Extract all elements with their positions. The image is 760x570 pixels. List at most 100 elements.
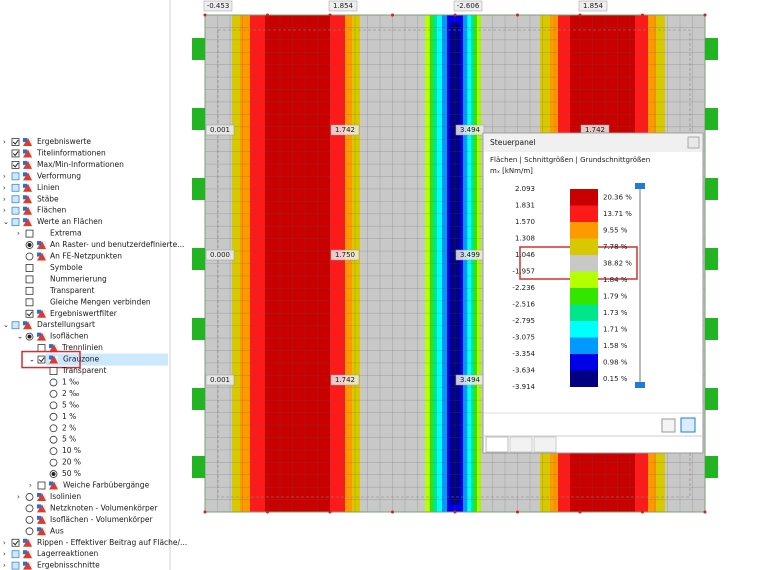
tree-item-label[interactable]: 1 ‰ bbox=[62, 377, 79, 386]
tree-item-label[interactable]: Isoflächen - Volumenkörper bbox=[50, 515, 154, 524]
checkbox[interactable] bbox=[37, 344, 46, 353]
radio[interactable] bbox=[25, 252, 34, 261]
legend-color bbox=[570, 238, 598, 255]
tool-button[interactable] bbox=[680, 417, 696, 433]
checkbox[interactable] bbox=[11, 561, 20, 570]
radio[interactable] bbox=[49, 447, 58, 456]
tree-item-label[interactable]: Lagerreaktionen bbox=[37, 549, 99, 558]
checkbox[interactable] bbox=[37, 481, 46, 490]
tree-item-label[interactable]: An FE-Netzpunkten bbox=[50, 252, 122, 261]
tab[interactable] bbox=[485, 436, 509, 453]
value-label-box bbox=[205, 249, 235, 261]
tree-item-label[interactable]: Isoflächen bbox=[50, 332, 89, 341]
icon bbox=[23, 206, 32, 215]
tree-item-label[interactable]: 2 % bbox=[62, 423, 76, 432]
tab[interactable] bbox=[533, 436, 557, 453]
node bbox=[266, 13, 269, 17]
checkbox[interactable] bbox=[11, 160, 20, 169]
tree-item-label[interactable]: 50 % bbox=[62, 469, 81, 478]
legend-value: -3.914 bbox=[512, 383, 535, 391]
radio[interactable] bbox=[49, 412, 58, 421]
tree-item-label[interactable]: Transparent bbox=[49, 286, 94, 295]
node bbox=[453, 13, 457, 17]
node bbox=[391, 510, 394, 514]
radio[interactable] bbox=[25, 493, 34, 501]
checkbox[interactable] bbox=[25, 229, 34, 238]
tree-item-label[interactable]: 5 ‰ bbox=[62, 400, 79, 409]
tree-item-label[interactable]: Transparent bbox=[61, 366, 106, 375]
radio[interactable] bbox=[49, 378, 58, 387]
tree-item-label[interactable]: Netzknoten - Volumenkörper bbox=[50, 503, 158, 512]
tree-item-label[interactable]: Ergebniswertfilter bbox=[50, 309, 118, 318]
tree-item-label[interactable]: 5 % bbox=[62, 435, 76, 444]
radio[interactable] bbox=[49, 389, 58, 398]
value-label-box bbox=[328, 0, 358, 12]
radio-dot bbox=[27, 243, 32, 248]
radio[interactable] bbox=[25, 527, 34, 536]
legend-value: -1.957 bbox=[512, 268, 535, 276]
checkbox[interactable] bbox=[37, 355, 46, 364]
radio[interactable] bbox=[49, 435, 58, 444]
tree-item-label[interactable]: Darstellungsart bbox=[37, 320, 95, 329]
tree-item-label[interactable]: An Raster- und benutzerdefinierte... bbox=[50, 240, 184, 249]
checkbox[interactable] bbox=[11, 172, 20, 181]
checkbox[interactable] bbox=[11, 538, 20, 547]
tree-item-label[interactable]: Ergebniswerte bbox=[37, 137, 91, 146]
radio[interactable] bbox=[49, 401, 58, 410]
value-label: 1.854 bbox=[333, 2, 354, 10]
checkbox[interactable] bbox=[11, 183, 20, 192]
tree-item-label[interactable]: 20 % bbox=[62, 458, 81, 467]
radio[interactable] bbox=[25, 515, 34, 524]
tree-item-label[interactable]: Grauzone bbox=[63, 355, 100, 364]
checkbox[interactable] bbox=[11, 149, 20, 158]
checkbox[interactable] bbox=[11, 218, 20, 227]
tree-item-label[interactable]: Linien bbox=[37, 183, 60, 192]
contour-band bbox=[232, 15, 240, 512]
tree-item-label[interactable]: Isolinien bbox=[50, 492, 81, 501]
checkbox[interactable] bbox=[11, 138, 20, 146]
contour-band bbox=[471, 15, 474, 512]
slider-thumb[interactable] bbox=[635, 183, 645, 189]
checkbox[interactable] bbox=[11, 195, 20, 204]
tree-item-label[interactable]: Stäbe bbox=[37, 194, 59, 203]
icon bbox=[49, 355, 58, 364]
tree-item-label[interactable]: 1 % bbox=[62, 412, 76, 421]
tree-item-label[interactable]: 2 ‰ bbox=[62, 389, 79, 398]
checkbox[interactable] bbox=[25, 275, 34, 284]
tree-item-label[interactable]: Aus bbox=[50, 526, 64, 535]
contour-band bbox=[330, 15, 345, 512]
tree-item-label[interactable]: Ergebnisschnitte bbox=[37, 561, 100, 570]
icon bbox=[23, 172, 32, 181]
tree-item-label[interactable]: Gleiche Mengen verbinden bbox=[50, 297, 151, 306]
radio[interactable] bbox=[25, 504, 34, 513]
radio[interactable] bbox=[49, 424, 58, 433]
tab[interactable] bbox=[509, 436, 533, 453]
radio[interactable] bbox=[49, 458, 58, 467]
tree-item-label[interactable]: Extrema bbox=[50, 229, 82, 238]
checkbox[interactable] bbox=[25, 264, 34, 272]
tree-item-label[interactable]: Weiche Farbübergänge bbox=[63, 481, 150, 490]
checkbox[interactable] bbox=[11, 321, 20, 330]
tree-item-label[interactable]: Flächen bbox=[37, 206, 66, 215]
expander: › bbox=[29, 482, 32, 490]
tree-item-label[interactable]: Titelinformationen bbox=[36, 148, 106, 157]
tree-item-label[interactable]: Werte an Flächen bbox=[37, 217, 103, 226]
legend-value: -3.634 bbox=[512, 367, 535, 375]
checkbox[interactable] bbox=[11, 550, 20, 559]
tree-item-label[interactable]: 10 % bbox=[62, 446, 81, 455]
tree-item-label[interactable]: Verformung bbox=[37, 171, 81, 180]
tree-item-label[interactable]: Rippen - Effektiver Beitrag auf Fläche/.… bbox=[37, 538, 187, 547]
tree-item-label[interactable]: Max/Min-Informationen bbox=[37, 160, 124, 169]
checkbox[interactable] bbox=[25, 286, 34, 295]
tree-item-label[interactable]: Trennlinien bbox=[61, 343, 103, 352]
tree-item-label[interactable]: Symbole bbox=[50, 263, 83, 272]
checkbox[interactable] bbox=[11, 206, 20, 215]
checkbox[interactable] bbox=[25, 298, 34, 307]
close-button[interactable] bbox=[687, 136, 700, 149]
slider-thumb[interactable] bbox=[635, 382, 645, 388]
tool-button[interactable] bbox=[661, 418, 676, 433]
checkbox[interactable] bbox=[25, 309, 34, 318]
tree-item-label[interactable]: Nummerierung bbox=[50, 274, 107, 283]
checkbox[interactable] bbox=[49, 367, 58, 375]
